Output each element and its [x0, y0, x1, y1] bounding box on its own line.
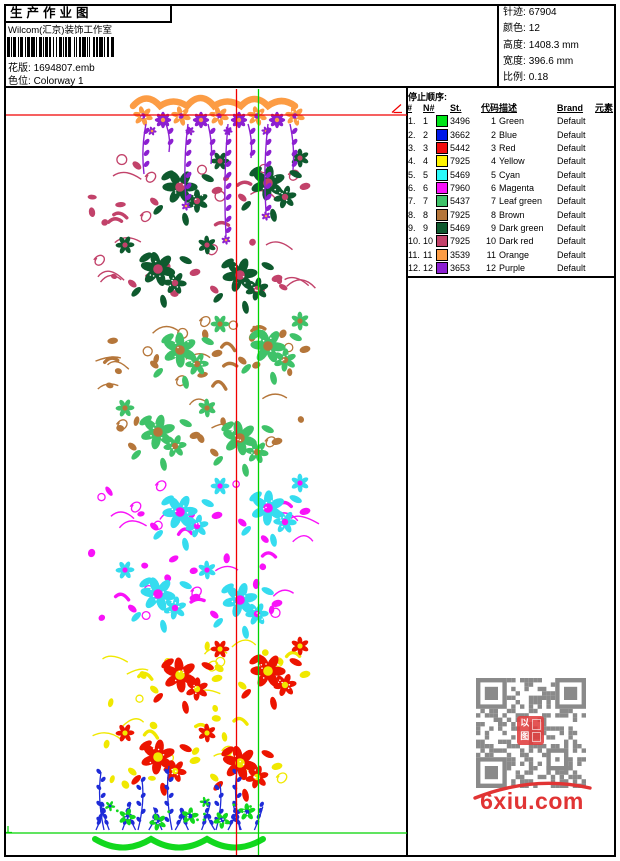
height-value: 1408.3 mm	[528, 39, 579, 51]
thread-color-swatch	[436, 168, 450, 181]
seal-char-2: 图	[520, 730, 530, 741]
color-table-row: 4. 4 7925 4 Yellow Default	[408, 155, 586, 168]
thread-color-swatch	[436, 115, 450, 128]
stop-sequence-title: 停止顺序:	[408, 92, 447, 102]
col-element: 元素	[595, 103, 614, 114]
colorway-line: 色位: Colorway 1	[8, 72, 84, 87]
pattern-value: 1694807.emb	[33, 63, 95, 74]
color-table-row: 11. 11 3539 11 Orange Default	[408, 248, 586, 261]
green-start-mark	[6, 826, 12, 834]
page-title: 生产作业图	[10, 6, 93, 20]
colors-value: 12	[528, 23, 540, 35]
col-code: 代码	[481, 103, 500, 114]
thread-color-swatch	[436, 235, 450, 248]
stitches-label: 针迹:	[503, 7, 526, 18]
color-table-row: 5. 5 5469 5 Cyan Default	[408, 168, 586, 181]
site-watermark: 6xiu.com	[467, 781, 597, 814]
bottom-swag-border	[92, 835, 266, 851]
site-name: 6xiu.com	[480, 788, 584, 814]
qr-code	[476, 678, 586, 788]
table-panel-divider	[406, 86, 408, 855]
seal-char-1: 以	[520, 718, 530, 728]
width-label: 宽度:	[503, 55, 526, 67]
design-info-panel: 针迹: 67904 颜色: 12 高度: 1408.3 mm 宽度: 396.6 mm …	[503, 5, 613, 86]
top-scallop-border	[129, 94, 299, 111]
colorway-label: 色位:	[8, 76, 31, 87]
barcode	[7, 37, 114, 57]
scale-value: 0.18	[528, 72, 549, 84]
color-table-row: 2. 2 3662 2 Blue Default	[408, 128, 586, 141]
color-table-row: 7. 7 5437 7 Leaf green Default	[408, 195, 586, 208]
col-stitches: St.	[450, 102, 462, 113]
thread-color-swatch	[436, 221, 450, 234]
colors-label: 颜色:	[503, 23, 526, 35]
color-table-row: 9. 9 5469 9 Dark green Default	[408, 221, 586, 234]
color-table-body: 1. 1 3496 1 Green Default 2. 2 3662 2 Blue Default 3…	[407, 115, 613, 275]
title-box: 生产作业图	[4, 4, 172, 23]
color-table-row: 6. 6 7960 6 Magenta Default	[408, 181, 586, 194]
colorway-value: Colorway 1	[33, 76, 84, 87]
band-darkred-darkgreen	[87, 148, 316, 314]
band-yellow-red	[92, 636, 311, 802]
page-border	[4, 4, 616, 857]
thread-color-swatch	[436, 155, 450, 168]
color-table-row: 1. 1 3496 1 Green Default	[408, 115, 586, 128]
table-bottom-rule	[408, 276, 616, 278]
info-panel-divider	[497, 4, 499, 88]
thread-color-swatch	[436, 248, 450, 261]
guide-lines	[6, 89, 407, 855]
col-brand: Brand	[557, 102, 584, 113]
band-brown-leafgreen	[95, 311, 311, 477]
pattern-file-line: 花版: 1694807.emb	[8, 59, 95, 74]
color-table-row: 12. 12 3653 12 Purple Default	[408, 261, 586, 274]
thread-color-swatch	[436, 195, 450, 208]
seal-decor-2	[531, 731, 541, 742]
band-magenta-cyan	[87, 473, 320, 639]
header-divider	[4, 86, 616, 88]
scale-label: 比例:	[503, 72, 526, 84]
stitches-value: 67904	[528, 7, 557, 18]
col-desc: 描述	[499, 103, 518, 114]
color-table-row: 10. 10 7925 10 Dark red Default	[408, 235, 586, 248]
pattern-label: 花版:	[8, 63, 31, 74]
logo-swoosh	[473, 781, 592, 800]
seal-decor-1	[531, 719, 541, 730]
thread-color-swatch	[436, 261, 450, 274]
height-label: 高度:	[503, 39, 526, 51]
red-angle-mark	[391, 104, 402, 114]
thread-color-swatch	[436, 208, 450, 221]
studio-name: Wilcom(汇京)装饰工作室	[8, 25, 112, 36]
thread-color-swatch	[436, 128, 450, 141]
width-value: 396.6 mm	[528, 55, 574, 67]
design-canvas	[6, 89, 407, 855]
col-hash: #	[407, 102, 413, 113]
red-seal: 以 图	[517, 716, 544, 745]
purple-orange-garland	[133, 106, 305, 245]
blue-green-garland	[95, 765, 264, 831]
col-needle: N#	[423, 102, 435, 113]
color-table-row: 8. 8 7925 8 Brown Default	[408, 208, 586, 221]
color-table-header: # N# St. 代码 描述 Brand 元素	[407, 101, 613, 114]
color-table-row: 3. 3 5442 3 Red Default	[408, 141, 586, 154]
thread-color-swatch	[436, 141, 450, 154]
thread-color-swatch	[436, 181, 450, 194]
